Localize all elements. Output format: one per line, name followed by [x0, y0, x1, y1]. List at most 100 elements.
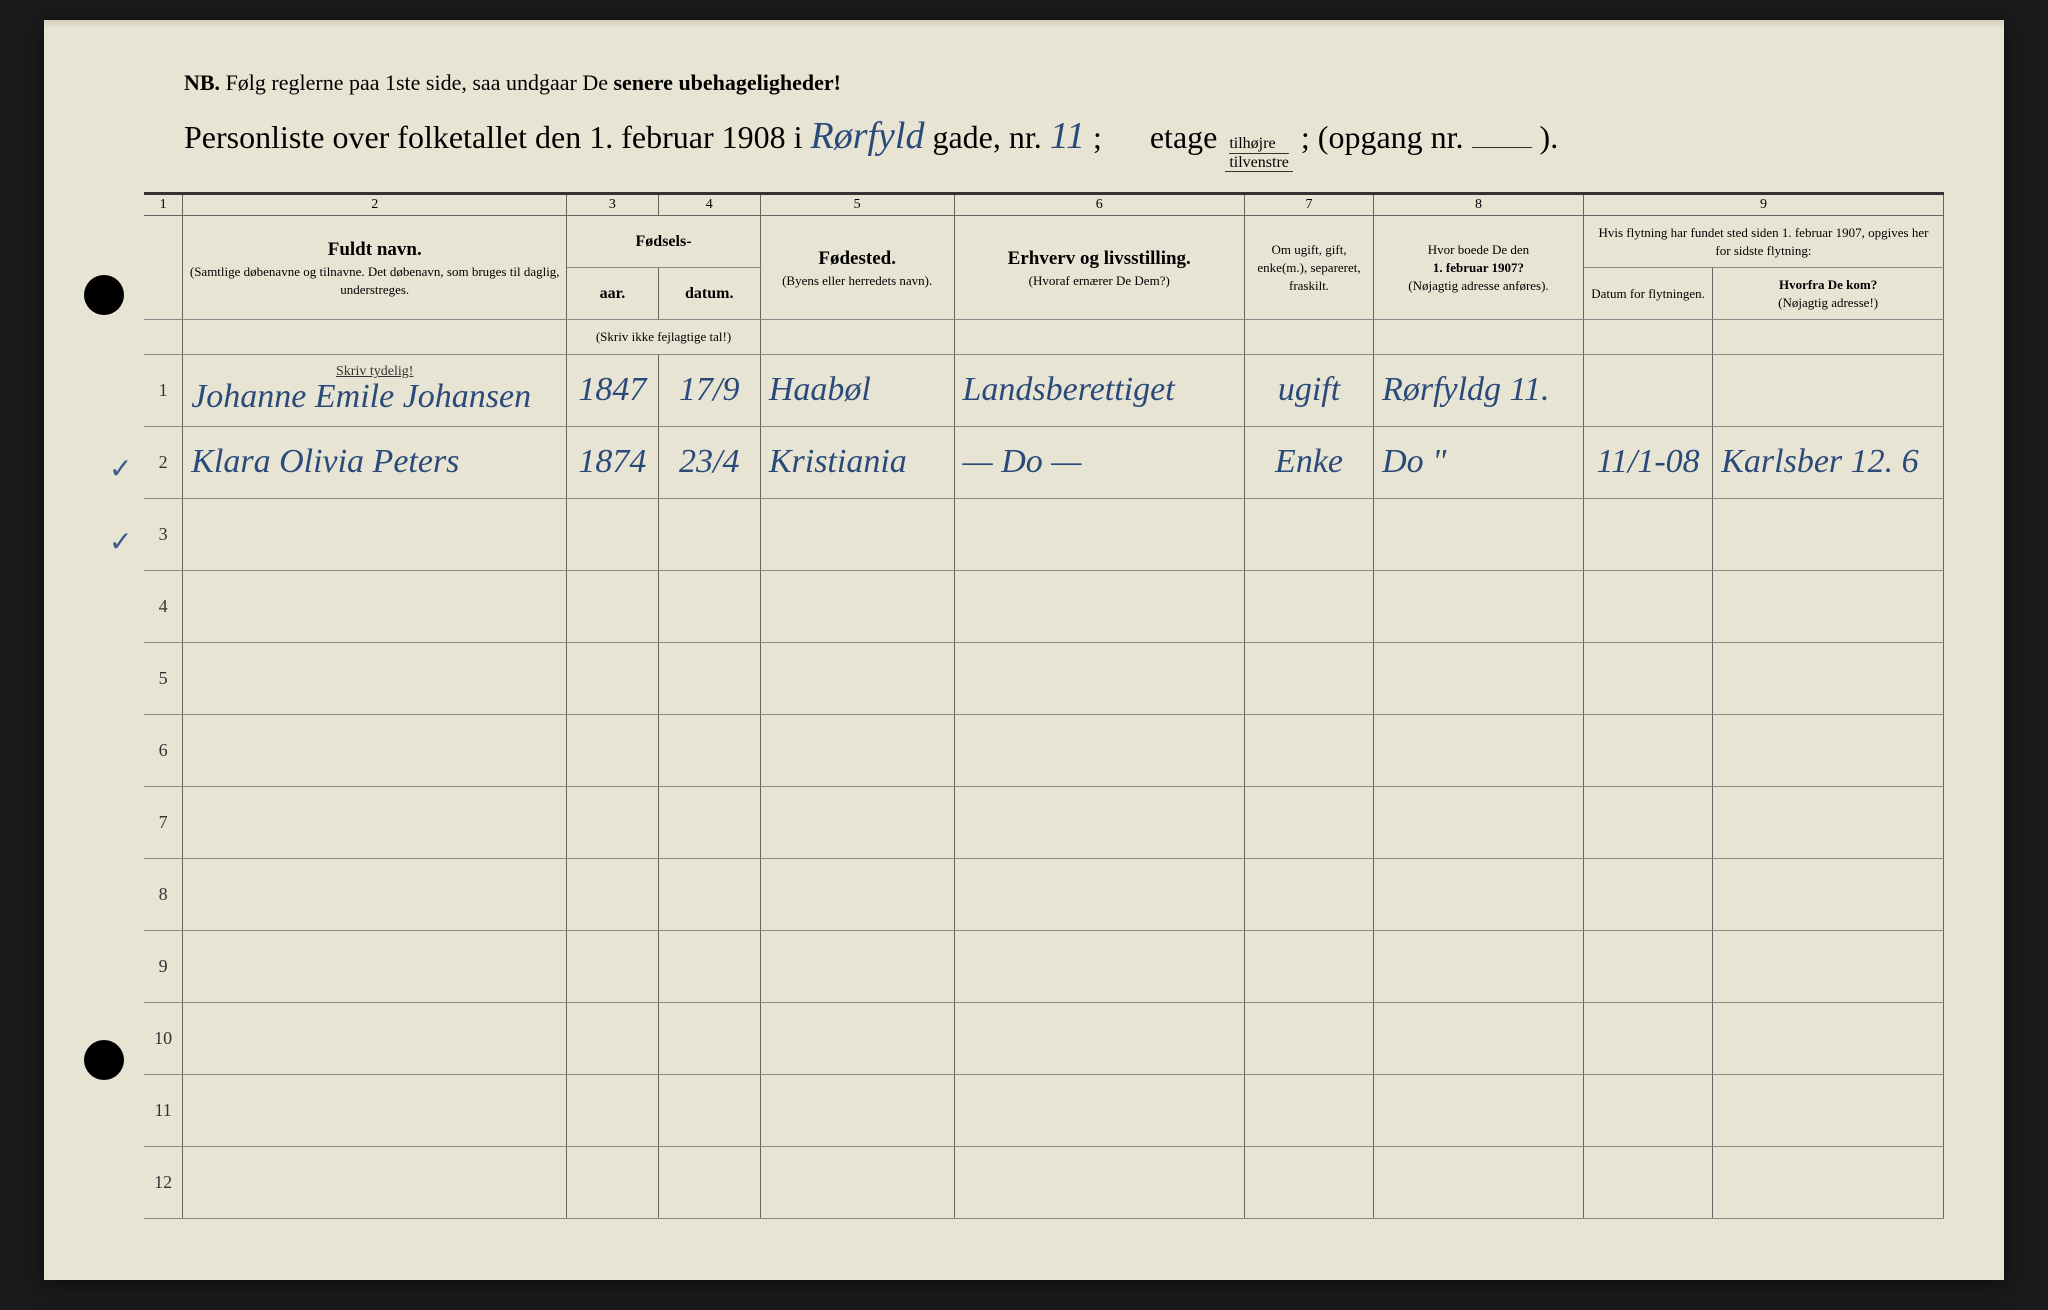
header-movefrom: Hvorfra De kom? (Nøjagtig adresse!) [1713, 268, 1944, 320]
cell-movefrom [1713, 714, 1944, 786]
cell-year [567, 498, 658, 570]
cell-name [183, 642, 567, 714]
cell-movedate [1583, 858, 1712, 930]
cell-birthplace [760, 1074, 954, 1146]
etage-options: tilhøjre tilvenstre [1225, 135, 1293, 172]
street-name-hw: Rørfyld [810, 114, 924, 158]
cell-year [567, 714, 658, 786]
blank [183, 320, 567, 355]
cell-movedate [1583, 1002, 1712, 1074]
table-row: 9 [144, 930, 1944, 1002]
cell-date [658, 930, 760, 1002]
occupation-sublabel: (Hvoraf ernærer De Dem?) [961, 272, 1238, 290]
name-label: Fuldt navn. [328, 239, 422, 260]
cell-birthplace [760, 570, 954, 642]
cell-status [1244, 1002, 1373, 1074]
cell-date [658, 498, 760, 570]
birthplace-sublabel: (Byens eller herredets navn). [767, 272, 948, 290]
cell-year [567, 1074, 658, 1146]
cell-status [1244, 1074, 1373, 1146]
column-number-row: 1 2 3 4 5 6 7 8 9 [144, 194, 1944, 216]
checkmark: ✓ [109, 525, 132, 559]
table-row: 1Skriv tydelig!Johanne Emile Johansen184… [144, 354, 1944, 426]
cell-name [183, 714, 567, 786]
cell-occupation [954, 1074, 1244, 1146]
cell-occupation: — Do — [954, 426, 1244, 498]
cell-movedate [1583, 786, 1712, 858]
cell-name [183, 1074, 567, 1146]
cell-year [567, 858, 658, 930]
cell-address1907: Do " [1374, 426, 1584, 498]
header-address1907: Hvor boede De den 1. februar 1907? (Nøja… [1374, 216, 1584, 320]
semicolon: ; [1093, 119, 1102, 156]
date-label: datum. [685, 285, 733, 302]
cell-movedate [1583, 642, 1712, 714]
opgang-label: ; (opgang nr. [1301, 119, 1464, 156]
birthplace-label: Fødested. [818, 248, 896, 269]
title-prefix: Personliste over folketallet den 1. febr… [184, 119, 802, 156]
gade-label: gade, nr. [932, 119, 1041, 156]
nb-warning: senere ubehageligheder! [613, 70, 841, 95]
colnum: 5 [760, 194, 954, 216]
cell-date [658, 1002, 760, 1074]
cell-date [658, 786, 760, 858]
table-row: 10 [144, 1002, 1944, 1074]
row-number: 2 [144, 426, 183, 498]
cell-movedate [1583, 930, 1712, 1002]
cell-date [658, 714, 760, 786]
nb-text: Følg reglerne paa 1ste side, saa undgaar… [226, 70, 608, 95]
cell-name [183, 498, 567, 570]
cell-status [1244, 930, 1373, 1002]
row-number: 6 [144, 714, 183, 786]
header-birthplace: Fødested. (Byens eller herredets navn). [760, 216, 954, 320]
etage-label: etage [1150, 119, 1218, 156]
cell-year: 1847 [567, 354, 658, 426]
cell-year [567, 1002, 658, 1074]
cell-occupation [954, 858, 1244, 930]
cell-movefrom [1713, 498, 1944, 570]
header-note-row: (Skriv ikke fejlagtige tal!) [144, 320, 1944, 355]
cell-year [567, 930, 658, 1002]
cell-name [183, 786, 567, 858]
tilhojre: tilhøjre [1229, 135, 1289, 154]
cell-birthplace [760, 714, 954, 786]
header-labels-row: Fuldt navn. (Samtlige døbenavne og tilna… [144, 216, 1944, 268]
row-number: 12 [144, 1146, 183, 1218]
cell-date [658, 1074, 760, 1146]
opgang-close: ). [1540, 119, 1559, 156]
cell-name [183, 1146, 567, 1218]
row-number: 7 [144, 786, 183, 858]
cell-address1907 [1374, 1074, 1584, 1146]
cell-birthplace [760, 498, 954, 570]
table-row: 12 [144, 1146, 1944, 1218]
cell-year: 1874 [567, 426, 658, 498]
colnum: 7 [1244, 194, 1373, 216]
cell-birthplace [760, 642, 954, 714]
blank [144, 320, 183, 355]
cell-address1907 [1374, 930, 1584, 1002]
cell-birthplace [760, 1002, 954, 1074]
blank [1713, 320, 1944, 355]
row-number: 11 [144, 1074, 183, 1146]
cell-name [183, 1002, 567, 1074]
table-header: 1 2 3 4 5 6 7 8 9 Fuldt navn. (Samtlige … [144, 194, 1944, 355]
header-birth: Fødsels- [567, 216, 761, 268]
colnum: 9 [1583, 194, 1943, 216]
row-number: 5 [144, 642, 183, 714]
cell-occupation [954, 786, 1244, 858]
blank [760, 320, 954, 355]
cell-name [183, 858, 567, 930]
street-nr-hw: 11 [1050, 114, 1085, 158]
opgang-blank [1472, 147, 1532, 148]
header-title-line: Personliste over folketallet den 1. febr… [144, 114, 1944, 172]
cell-movefrom [1713, 1002, 1944, 1074]
movefrom-sublabel: (Nøjagtig adresse!) [1719, 294, 1937, 312]
cell-movefrom [1713, 354, 1944, 426]
checkmark: ✓ [109, 452, 132, 486]
cell-status [1244, 714, 1373, 786]
table-row: 7 [144, 786, 1944, 858]
cell-status [1244, 642, 1373, 714]
occupation-label: Erhverv og livsstilling. [1008, 248, 1191, 269]
header-notice: NB. Følg reglerne paa 1ste side, saa und… [144, 70, 1944, 96]
cell-address1907 [1374, 858, 1584, 930]
